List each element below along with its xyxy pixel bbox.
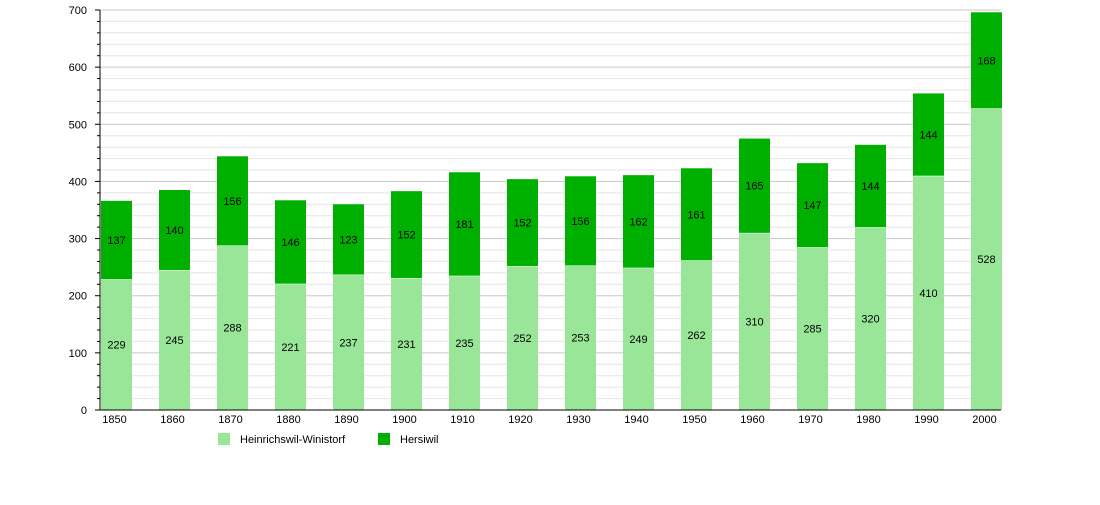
bars: 229 137 245 140 288 156 221 146 237 123 231 152 235 1…	[101, 12, 1002, 411]
data-label: 123	[339, 234, 357, 246]
data-label: 144	[861, 181, 879, 193]
x-tick-label: 1870	[218, 414, 242, 426]
bar-segment-heinrichswil-winistorf	[101, 279, 132, 410]
x-tick-label: 1950	[682, 414, 706, 426]
bar-segment-hersiwil	[623, 175, 654, 268]
bar-segment-hersiwil	[971, 12, 1002, 109]
x-tick-label: 1850	[102, 414, 126, 426]
bar-segment-heinrichswil-winistorf	[913, 175, 944, 410]
data-label: 221	[281, 342, 299, 354]
legend-swatch	[378, 433, 390, 445]
x-tick-label: 1910	[450, 414, 474, 426]
data-label: 161	[687, 209, 705, 221]
bar-segment-heinrichswil-winistorf	[217, 245, 248, 410]
x-tick-label: 1860	[160, 414, 184, 426]
y-tick-label: 100	[69, 348, 87, 360]
data-label: 137	[107, 235, 125, 247]
bar-segment-hersiwil	[333, 204, 364, 275]
bar-segment-hersiwil	[449, 172, 480, 276]
bar-segment-hersiwil	[507, 179, 538, 266]
data-label: 310	[745, 316, 763, 328]
data-label: 168	[977, 55, 995, 67]
bar-segment-hersiwil	[275, 200, 306, 284]
legend: Heinrichswil-Winistorf Hersiwil	[218, 433, 439, 446]
bar-segment-hersiwil	[913, 93, 944, 176]
x-tick-label: 1890	[334, 414, 358, 426]
legend-label: Heinrichswil-Winistorf	[240, 434, 346, 446]
bar-segment-hersiwil	[217, 156, 248, 246]
x-tick-label: 1900	[392, 414, 416, 426]
bar-segment-hersiwil	[797, 163, 828, 248]
gridlines	[100, 9, 1001, 400]
x-tick-label: 2000	[972, 414, 996, 426]
data-label: 528	[977, 254, 995, 266]
bar-segment-heinrichswil-winistorf	[681, 260, 712, 410]
bar-segment-heinrichswil-winistorf	[797, 247, 828, 410]
x-tick-label: 1980	[856, 414, 880, 426]
data-label: 262	[687, 330, 705, 342]
x-tick-label: 1930	[566, 414, 590, 426]
bar-segment-heinrichswil-winistorf	[565, 265, 596, 410]
data-label: 410	[919, 288, 937, 300]
x-tick-label: 1960	[740, 414, 764, 426]
data-label: 152	[397, 230, 415, 242]
data-label: 147	[803, 200, 821, 212]
data-label: 235	[455, 338, 473, 350]
data-label: 146	[281, 237, 299, 249]
data-label: 156	[223, 196, 241, 208]
bar-segment-hersiwil	[101, 200, 132, 280]
bar-segment-hersiwil	[739, 138, 770, 233]
bar-segment-hersiwil	[565, 176, 596, 266]
data-label: 320	[861, 314, 879, 326]
data-label: 144	[919, 130, 937, 142]
y-tick-label: 400	[69, 176, 87, 188]
y-tick-label: 200	[69, 291, 87, 303]
data-label: 253	[571, 333, 589, 345]
y-tick-label: 500	[69, 119, 87, 131]
data-label: 162	[629, 216, 647, 228]
data-label: 152	[513, 218, 531, 230]
data-label: 165	[745, 181, 763, 193]
bar-segment-hersiwil	[855, 144, 886, 228]
bar-segment-hersiwil	[681, 168, 712, 261]
data-label: 285	[803, 324, 821, 336]
bar-segment-heinrichswil-winistorf	[333, 274, 364, 410]
bar-segment-heinrichswil-winistorf	[971, 108, 1002, 411]
data-label: 249	[629, 334, 647, 346]
data-label: 237	[339, 337, 357, 349]
data-label: 231	[397, 339, 415, 351]
bar-segment-hersiwil	[159, 190, 190, 270]
legend-label: Hersiwil	[400, 434, 439, 446]
bar-segment-hersiwil	[391, 191, 422, 278]
bar-segment-heinrichswil-winistorf	[739, 232, 770, 410]
legend-swatch	[218, 433, 230, 445]
x-tick-label: 1880	[276, 414, 300, 426]
bar-segment-heinrichswil-winistorf	[855, 227, 886, 410]
axes: 1850 1860 1870 1880 1890 1900 1910 1920 1930 1940…	[69, 5, 1001, 426]
data-label: 288	[223, 323, 241, 335]
bar-segment-heinrichswil-winistorf	[507, 266, 538, 410]
bar-segment-heinrichswil-winistorf	[623, 267, 654, 410]
x-tick-label: 1920	[508, 414, 532, 426]
y-tick-label: 0	[81, 405, 87, 417]
bar-segment-heinrichswil-winistorf	[275, 283, 306, 410]
data-label: 245	[165, 335, 183, 347]
data-label: 140	[165, 225, 183, 237]
bar-segment-heinrichswil-winistorf	[391, 278, 422, 410]
data-label: 156	[571, 216, 589, 228]
x-tick-label: 1990	[914, 414, 938, 426]
y-tick-label: 300	[69, 234, 87, 246]
data-label: 252	[513, 333, 531, 345]
data-label: 229	[107, 340, 125, 352]
y-tick-label: 700	[69, 5, 87, 17]
bar-segment-heinrichswil-winistorf	[159, 270, 190, 410]
y-tick-label: 600	[69, 62, 87, 74]
x-tick-label: 1970	[798, 414, 822, 426]
x-tick-label: 1940	[624, 414, 648, 426]
bar-segment-heinrichswil-winistorf	[449, 275, 480, 410]
data-label: 181	[455, 219, 473, 231]
